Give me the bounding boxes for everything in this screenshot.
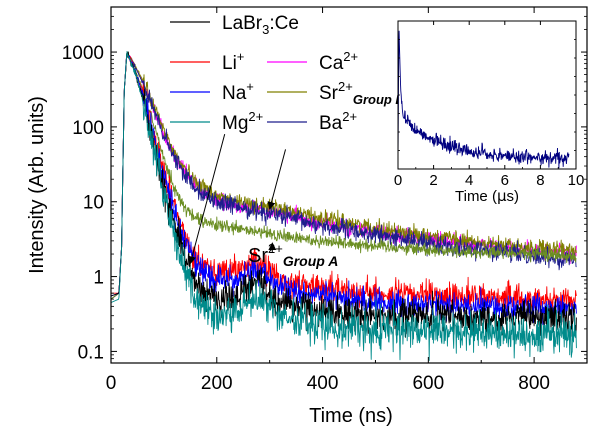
y-tick-label: 0.1: [78, 342, 104, 363]
x-tick-label: 800: [518, 373, 550, 394]
y-tick-label: 1000: [62, 43, 104, 64]
series-line-6: [111, 53, 577, 300]
inset-x-tick-label: 10: [568, 172, 585, 189]
y-axis-label: Intensity (Arb. units): [26, 96, 48, 274]
legend-label: Li+: [222, 49, 244, 74]
legend-label: Na+: [222, 79, 254, 104]
main-plot-series: [111, 51, 577, 361]
main-plot-frame: [110, 6, 588, 364]
legend-label: LaBr3:Ce: [222, 13, 299, 37]
series-line-3: [111, 51, 577, 361]
legend-label: Ca2+: [319, 49, 358, 74]
inset-series-line: [398, 30, 570, 169]
x-tick-label: 600: [412, 373, 444, 394]
inset-x-tick-label: 8: [536, 172, 544, 189]
inset-series: [398, 30, 570, 169]
x-tick-label: 0: [106, 373, 117, 394]
annotation-label: Sr2+Group A: [248, 241, 338, 269]
legend-label: Sr2+Group B: [319, 79, 405, 107]
y-tick-label: 100: [72, 118, 104, 139]
inset-x-axis-label: Time (μs): [455, 187, 519, 205]
y-tick-label: 10: [83, 193, 104, 214]
annotation-arrow: [267, 149, 287, 210]
series-line-7: [111, 53, 577, 300]
series-line-2: [111, 53, 577, 325]
annotations: Sr2+Group A: [188, 134, 338, 269]
legend-label: Mg2+: [222, 109, 263, 134]
inset-x-tick-label: 0: [394, 172, 402, 189]
y-tick-label: 1: [93, 268, 104, 289]
annotation-arrow: [188, 134, 226, 265]
x-axis-label: Time (ns): [309, 405, 393, 427]
inset-x-tick-label: 6: [501, 172, 509, 189]
series-line-0: [111, 51, 577, 339]
legend-label: Ba2+: [319, 109, 357, 134]
x-tick-label: 400: [307, 373, 339, 394]
x-tick-label: 200: [201, 373, 233, 394]
inset-x-tick-label: 2: [429, 172, 437, 189]
inset-chart: 0 2 4 6 8 10 Time (μs): [394, 20, 585, 205]
inset-x-tick-label: 4: [465, 172, 473, 189]
inset-axes: 0 2 4 6 8 10 Time (μs): [394, 21, 585, 205]
inset-background: [398, 21, 576, 169]
